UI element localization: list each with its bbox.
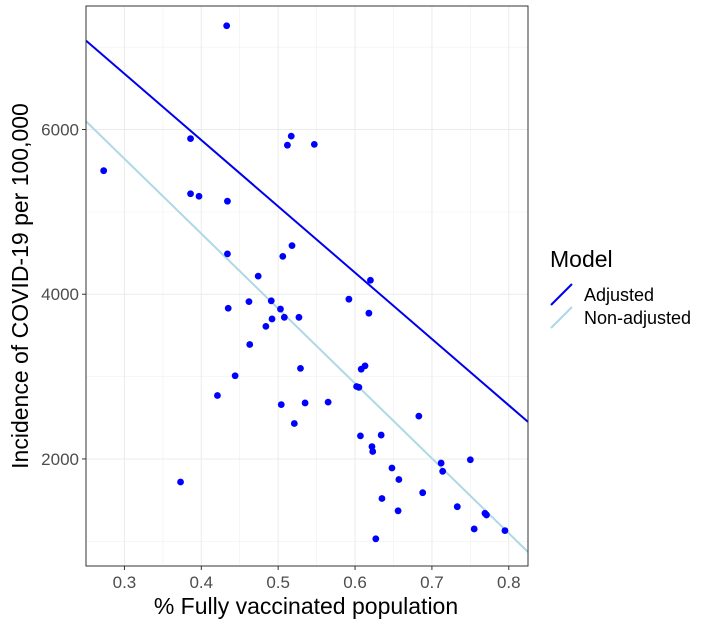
data-point xyxy=(231,372,239,380)
data-point xyxy=(310,140,318,148)
y-tick-label: 2000 xyxy=(41,450,79,469)
legend-item-non-adjusted: Non-adjusted xyxy=(550,306,691,329)
data-point xyxy=(279,252,287,260)
x-tick-label: 0.8 xyxy=(497,573,521,592)
data-point xyxy=(378,495,386,502)
y-axis: 2000 4000 6000 xyxy=(41,121,86,469)
data-point xyxy=(437,459,445,467)
data-point xyxy=(224,250,231,258)
data-point xyxy=(301,399,309,407)
data-point xyxy=(195,192,203,200)
data-point xyxy=(290,420,298,427)
legend-label-non-adjusted: Non-adjusted xyxy=(584,308,691,328)
data-point xyxy=(283,141,291,149)
x-tick-label: 0.4 xyxy=(189,573,213,592)
data-point xyxy=(355,383,363,391)
data-point xyxy=(224,197,231,205)
legend-key-adjusted xyxy=(550,283,573,306)
data-point xyxy=(254,272,262,280)
legend-label-adjusted: Adjusted xyxy=(584,285,654,305)
data-point xyxy=(345,295,353,303)
data-point xyxy=(187,190,194,198)
legend-title: Model xyxy=(550,246,613,272)
line-adjusted xyxy=(85,39,529,423)
data-point xyxy=(372,535,380,543)
data-point xyxy=(367,276,374,284)
data-point xyxy=(100,167,108,175)
data-point xyxy=(268,315,276,323)
regression-lines xyxy=(85,39,529,553)
minor-gridlines xyxy=(86,6,528,566)
data-point xyxy=(439,467,447,475)
data-point xyxy=(388,464,396,472)
data-point xyxy=(361,362,369,370)
data-point xyxy=(187,135,194,142)
data-point xyxy=(245,298,253,306)
data-point xyxy=(453,503,461,511)
data-point xyxy=(483,511,490,519)
data-point xyxy=(394,507,402,515)
y-axis-title: Incidence of COVID-19 per 100,000 xyxy=(7,103,33,469)
data-point xyxy=(365,309,373,317)
x-tick-label: 0.3 xyxy=(113,573,137,592)
data-point xyxy=(415,412,423,420)
data-point xyxy=(501,527,509,534)
legend-key-non-adjusted xyxy=(550,306,573,329)
x-tick-label: 0.5 xyxy=(266,573,290,592)
data-point xyxy=(223,22,231,30)
data-point xyxy=(466,456,474,464)
data-point xyxy=(267,297,275,305)
data-point xyxy=(177,478,184,486)
x-tick-label: 0.6 xyxy=(343,573,367,592)
data-point xyxy=(470,525,478,533)
major-gridlines xyxy=(86,6,528,566)
data-point xyxy=(357,432,364,440)
data-point xyxy=(224,304,232,312)
x-axis: 0.3 0.4 0.5 0.6 0.7 0.8 xyxy=(113,566,521,592)
data-point xyxy=(214,392,221,399)
legend: Model Adjusted Non-adjusted xyxy=(550,246,691,329)
data-point xyxy=(277,401,285,408)
data-point xyxy=(295,313,303,321)
data-point xyxy=(280,313,288,321)
x-axis-title: % Fully vaccinated population xyxy=(154,593,458,619)
data-point xyxy=(287,132,295,140)
data-point xyxy=(297,364,304,372)
plot-panel-border xyxy=(85,5,529,567)
data-point xyxy=(369,448,377,455)
y-tick-label: 4000 xyxy=(41,285,79,304)
data-point xyxy=(246,341,254,348)
data-points xyxy=(100,22,509,543)
x-tick-label: 0.7 xyxy=(420,573,444,592)
line-non-adjusted xyxy=(85,120,529,553)
data-point xyxy=(288,242,296,250)
data-point xyxy=(277,305,284,313)
data-point xyxy=(419,489,427,497)
data-point xyxy=(262,322,270,330)
data-point xyxy=(377,431,385,439)
legend-item-adjusted: Adjusted xyxy=(550,283,654,306)
y-tick-label: 6000 xyxy=(41,121,79,140)
data-point xyxy=(395,476,403,483)
data-point xyxy=(324,398,332,406)
